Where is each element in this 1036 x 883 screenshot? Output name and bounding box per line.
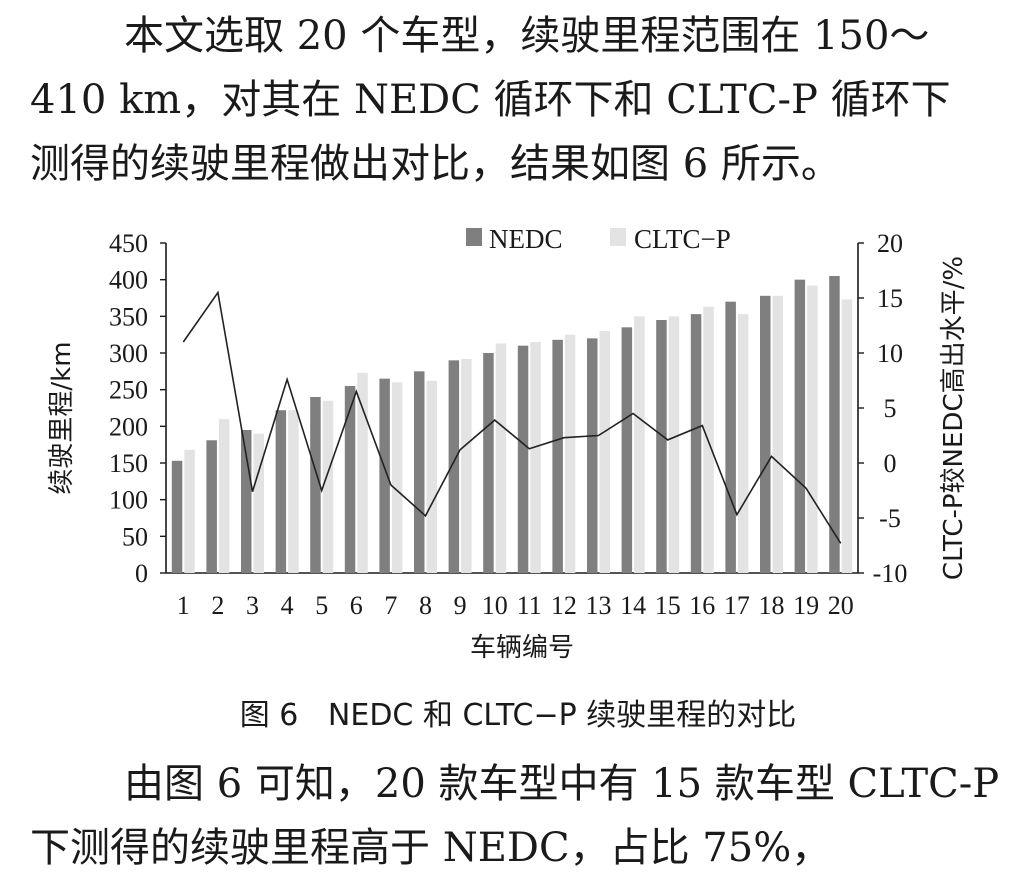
nedc-bar [794, 279, 806, 573]
cltc-bar [841, 299, 853, 573]
figure-title: NEDC 和 CLTC−P 续驶里程的对比 [327, 698, 797, 733]
cltc-bar [184, 449, 195, 573]
x-tick-label: 12 [551, 591, 577, 620]
x-tick-label: 19 [793, 591, 819, 620]
left-tick-label: 400 [109, 266, 148, 295]
y2-axis-title: CLTC-P较NEDC高出水平/% [939, 256, 969, 580]
nedc-bar [379, 378, 390, 573]
x-tick-label: 2 [211, 591, 224, 620]
x-axis-title: 车辆编号 [470, 633, 574, 663]
nedc-bar [206, 440, 217, 573]
nedc-bar [241, 430, 252, 573]
cltc-bar [737, 314, 749, 573]
range-comparison-chart: 050100150200250300350400450-10-505101520… [47, 224, 969, 663]
left-tick-label: 0 [135, 559, 148, 588]
nedc-bar [552, 339, 563, 573]
x-tick-label: 11 [517, 591, 542, 620]
nedc-bar [344, 386, 356, 573]
cltc-bar [668, 316, 680, 573]
cltc-bar [426, 380, 437, 573]
x-tick-label: 15 [655, 591, 681, 620]
intro-line-1: 本文选取 20 个车型，续驶里程范围在 150～ [124, 13, 930, 59]
right-tick-label: 15 [877, 284, 903, 313]
chart-plot-area: 050100150200250300350400450-10-505101520… [47, 224, 969, 663]
cltc-bar [391, 382, 403, 573]
nedc-bar [483, 353, 494, 573]
right-tick-label: 10 [877, 339, 903, 368]
left-tick-label: 50 [122, 522, 148, 551]
x-tick-label: 5 [315, 591, 328, 620]
x-tick-label: 6 [350, 591, 363, 620]
right-tick-label: -10 [873, 559, 908, 588]
nedc-bar [414, 371, 425, 573]
intro-line-3: 测得的续驶里程做出对比，结果如图 6 所示。 [30, 141, 841, 187]
figure-label: 图 6 [239, 698, 299, 733]
left-tick-label: 250 [109, 376, 148, 405]
cltc-bar [564, 334, 576, 573]
x-tick-label: 9 [454, 591, 467, 620]
cltc-bar [322, 400, 334, 573]
nedc-bar [448, 360, 460, 573]
nedc-bar [587, 338, 598, 573]
left-tick-label: 200 [109, 412, 148, 441]
right-tick-label: 0 [884, 449, 897, 478]
legend-cltc-swatch [610, 228, 626, 246]
nedc-bar [171, 460, 183, 573]
x-tick-label: 4 [281, 591, 294, 620]
x-tick-label: 17 [724, 591, 750, 620]
nedc-bar [517, 345, 529, 573]
x-tick-label: 18 [759, 591, 785, 620]
left-tick-label: 350 [109, 302, 148, 331]
cltc-bar [357, 372, 368, 573]
x-tick-label: 8 [419, 591, 432, 620]
cltc-bar [634, 316, 645, 573]
left-tick-label: 450 [109, 229, 148, 258]
nedc-bar [690, 314, 702, 573]
x-tick-label: 3 [246, 591, 259, 620]
cltc-bar [807, 285, 818, 573]
nedc-bar [760, 295, 771, 573]
conclusion-line-1: 由图 6 可知，20 款车型中有 15 款车型 CLTC-P [124, 761, 1000, 807]
cltc-bar [253, 433, 264, 573]
cltc-bar [772, 295, 783, 573]
nedc-bar [621, 327, 633, 573]
x-tick-label: 16 [689, 591, 715, 620]
x-tick-label: 20 [828, 591, 854, 620]
intro-paragraph: 本文选取 20 个车型，续驶里程范围在 150～ 410 km，对其在 NEDC… [30, 4, 1010, 196]
intro-line-2: 410 km，对其在 NEDC 循环下和 CLTC-P 循环下 [30, 77, 951, 123]
left-tick-label: 300 [109, 339, 148, 368]
nedc-bar [829, 276, 840, 573]
nedc-bar [725, 301, 736, 573]
left-tick-label: 150 [109, 449, 148, 478]
nedc-bar [656, 320, 667, 573]
y-axis-title: 续驶里程/km [47, 341, 77, 494]
cltc-bar [461, 358, 472, 573]
x-tick-label: 1 [177, 591, 190, 620]
nedc-bar [310, 397, 321, 573]
right-tick-label: 20 [877, 229, 903, 258]
figure-caption: 图 6 NEDC 和 CLTC−P 续驶里程的对比 [0, 690, 1036, 734]
cltc-bar [218, 419, 230, 573]
left-tick-label: 100 [109, 486, 148, 515]
x-tick-label: 14 [620, 591, 646, 620]
difference-line [182, 290, 842, 544]
legend-nedc-label: NEDC [489, 224, 563, 254]
x-tick-label: 10 [482, 591, 508, 620]
legend-nedc-swatch [466, 228, 482, 246]
conclusion-paragraph: 由图 6 可知，20 款车型中有 15 款车型 CLTC-P 下测得的续驶里程高… [30, 752, 1010, 880]
right-tick-label: -5 [879, 504, 901, 533]
right-tick-label: 5 [884, 394, 897, 423]
cltc-bar [530, 342, 541, 573]
x-tick-label: 13 [586, 591, 612, 620]
cltc-bar [495, 343, 507, 573]
x-tick-label: 7 [384, 591, 397, 620]
cltc-bar [599, 331, 610, 573]
legend-cltc-label: CLTC−P [634, 224, 731, 254]
nedc-bar [275, 410, 287, 573]
conclusion-line-2: 下测得的续驶里程高于 NEDC，占比 75%， [30, 825, 832, 871]
cltc-bar [288, 410, 299, 573]
